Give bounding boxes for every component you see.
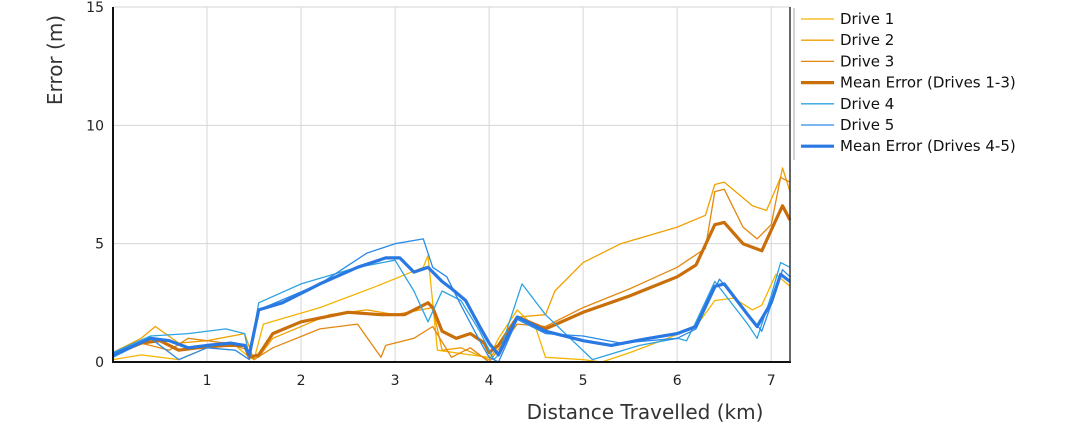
grid-lines — [113, 6, 790, 362]
x-tick-label: 6 — [673, 373, 682, 389]
x-tick-label: 1 — [203, 373, 212, 389]
x-tick-label: 2 — [297, 373, 306, 389]
y-tick-label: 0 — [95, 355, 104, 371]
series-line-4 — [112, 204, 792, 359]
legend-label: Drive 1 — [840, 10, 894, 28]
legend-label: Mean Error (Drives 4-5) — [840, 137, 1016, 155]
series-line-2 — [112, 167, 791, 361]
x-tick-label: 3 — [391, 373, 400, 389]
y-tick-labels: 0 5 10 15 — [86, 0, 104, 371]
legend: Drive 1 Drive 2 Drive 3 Mean Error (Drives … — [801, 10, 1016, 155]
legend-label: Drive 2 — [840, 31, 894, 49]
y-axis-label: Error (m) — [43, 15, 67, 105]
x-tick-label: 7 — [767, 373, 776, 389]
legend-label: Mean Error (Drives 1-3) — [840, 74, 1016, 92]
axes — [112, 7, 791, 363]
x-axis-label: Distance Travelled (km) — [527, 400, 764, 424]
y-tick-label: 5 — [95, 237, 104, 253]
legend-label: Drive 5 — [840, 116, 894, 134]
x-tick-labels: 1 2 3 4 5 6 7 — [203, 373, 776, 389]
y-tick-label: 10 — [86, 118, 104, 134]
series-lines — [112, 167, 792, 363]
y-tick-label: 15 — [86, 0, 104, 16]
x-tick-label: 5 — [579, 373, 588, 389]
legend-label: Drive 4 — [840, 95, 894, 113]
legend-label: Drive 3 — [840, 52, 894, 70]
series-line-7 — [112, 256, 791, 357]
x-tick-label: 4 — [485, 373, 494, 389]
